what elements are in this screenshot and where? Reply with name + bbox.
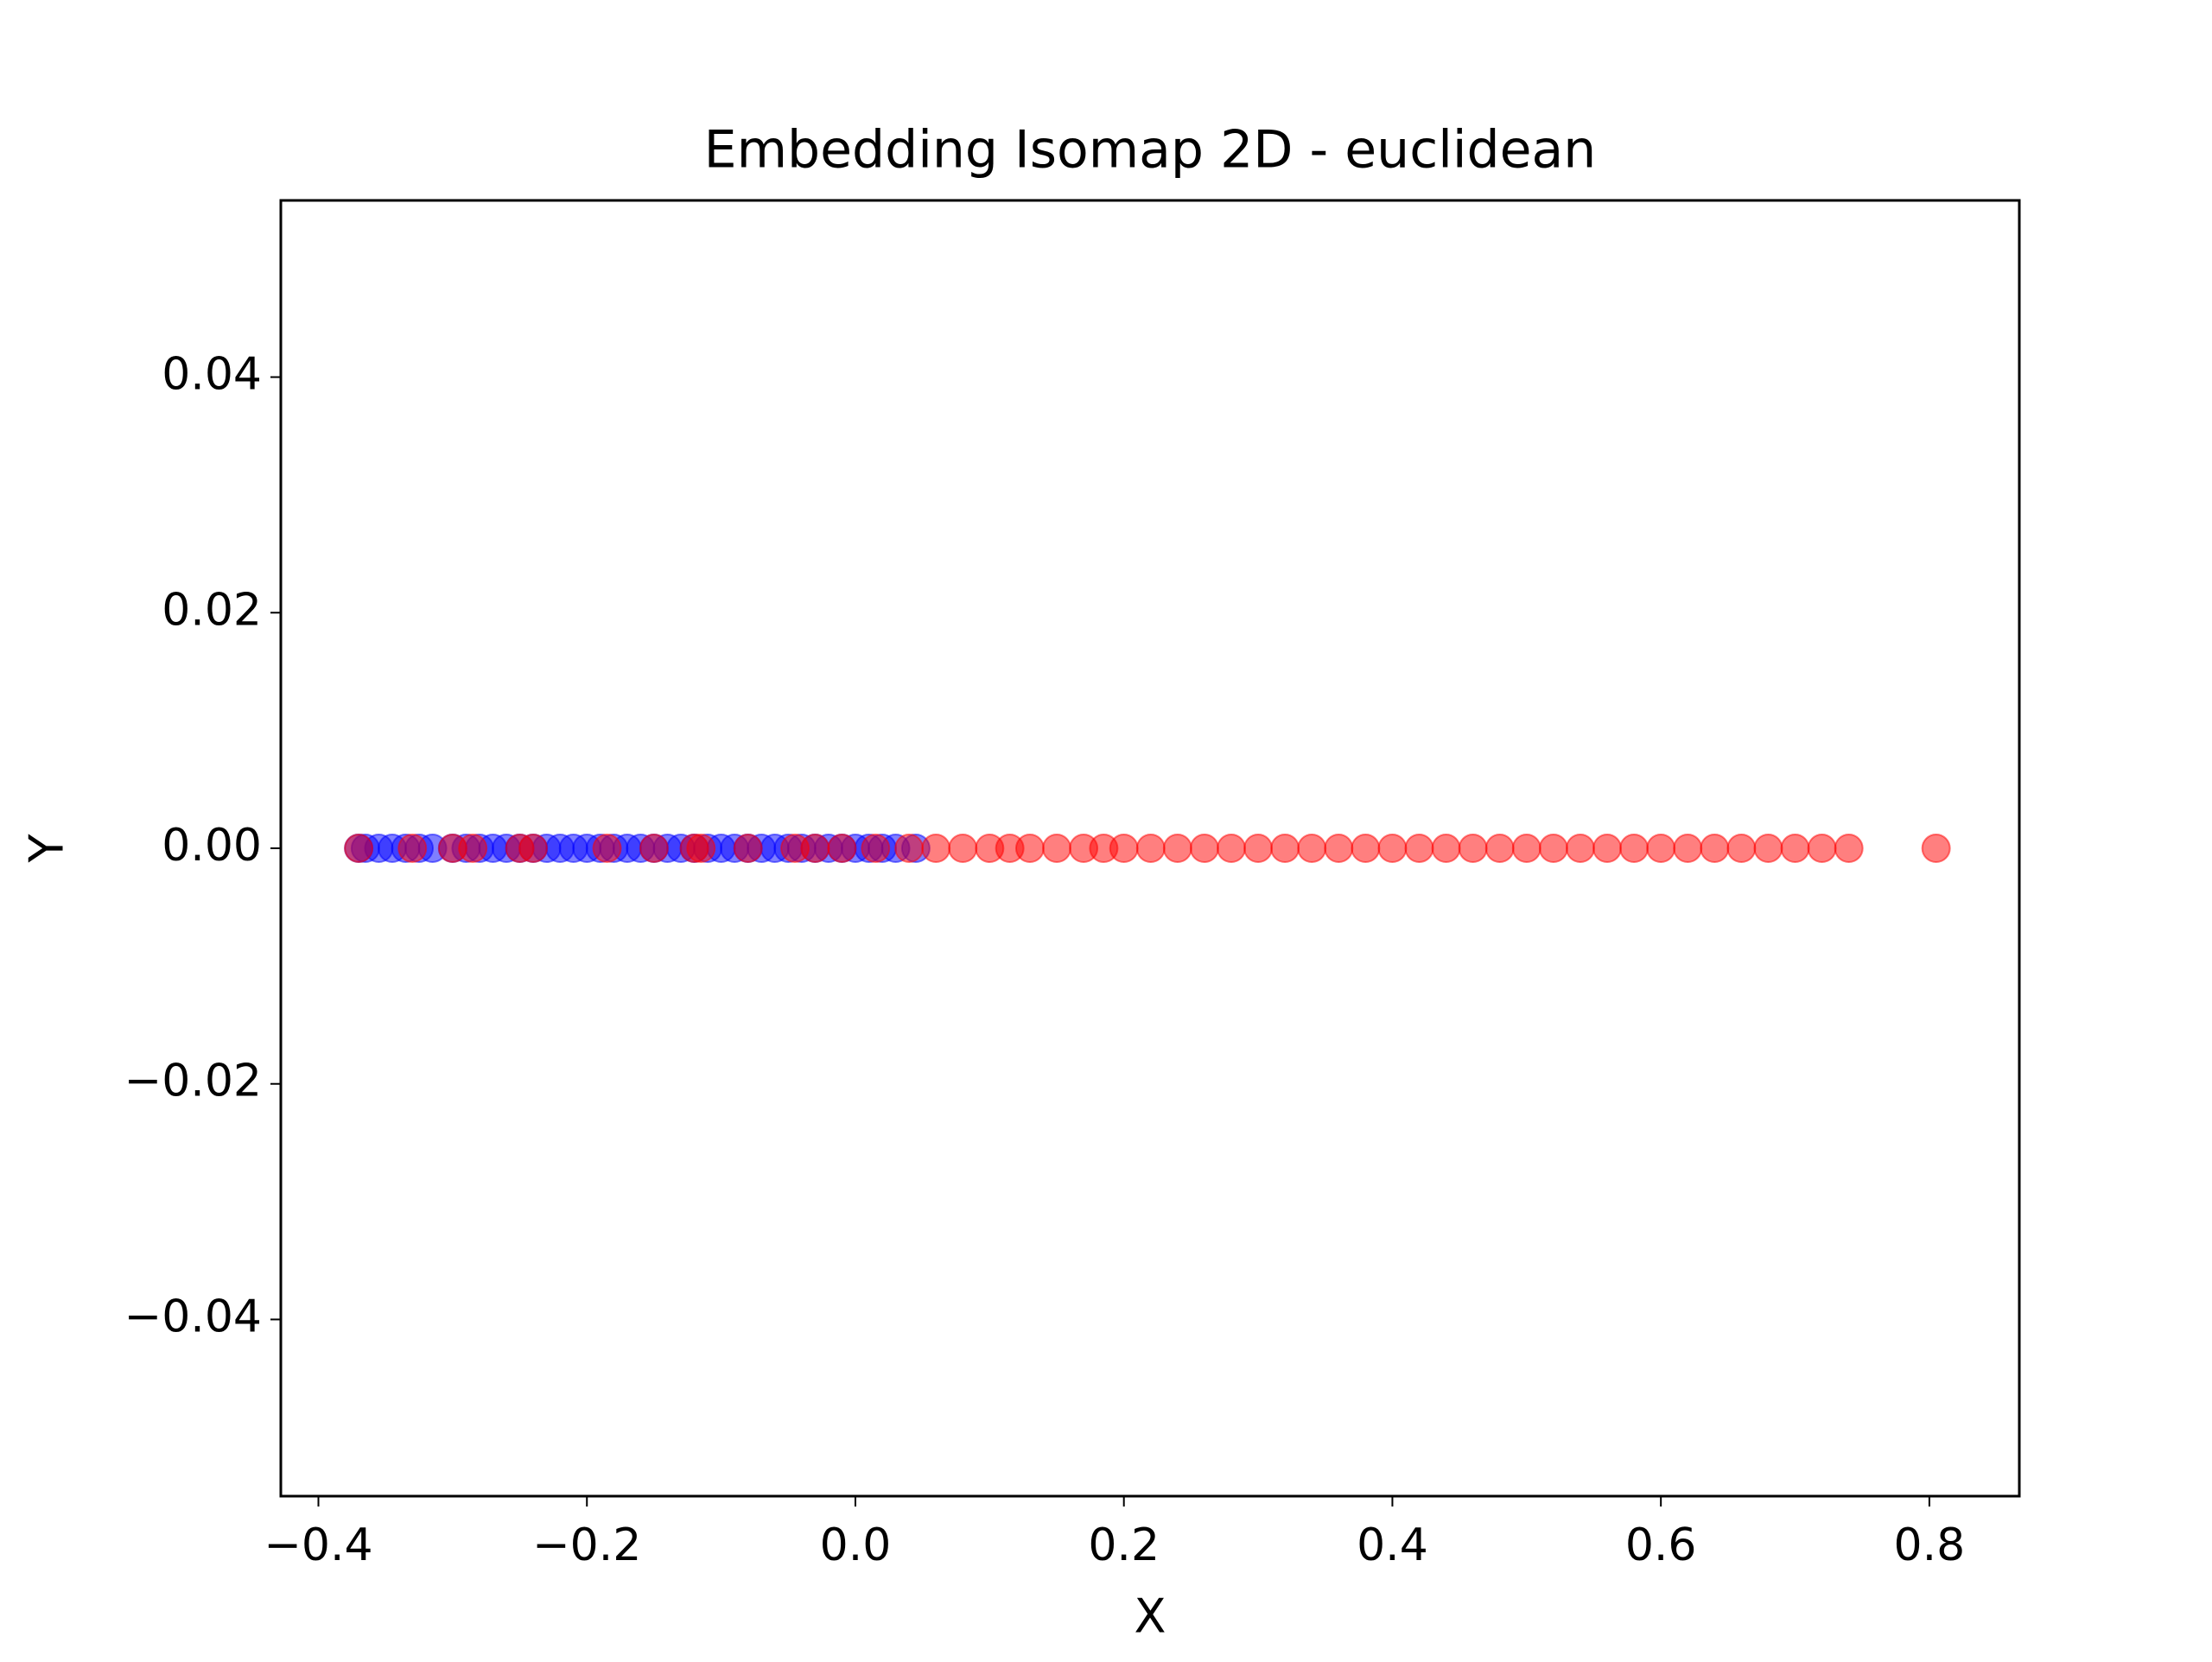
point <box>1458 834 1488 863</box>
point <box>1377 834 1408 863</box>
x-tick-label: 0.8 <box>1894 1519 1966 1571</box>
y-tick-label: −0.04 <box>124 1291 262 1342</box>
point <box>344 834 374 863</box>
point <box>1404 834 1434 863</box>
point <box>686 834 716 863</box>
point <box>894 834 925 863</box>
y-tick-label: 0.02 <box>162 584 262 636</box>
x-tick-label: 0.2 <box>1088 1519 1160 1571</box>
point <box>1807 834 1837 863</box>
point <box>827 834 857 863</box>
point <box>458 834 488 863</box>
chart-title: Embedding Isomap 2D - euclidean <box>704 120 1597 181</box>
point <box>921 834 951 863</box>
point <box>1189 834 1219 863</box>
point <box>397 834 428 863</box>
point <box>592 834 622 863</box>
point <box>1351 834 1381 863</box>
point <box>1431 834 1461 863</box>
point <box>1297 834 1327 863</box>
point <box>1834 834 1864 863</box>
point <box>800 834 830 863</box>
point <box>1511 834 1541 863</box>
plot-frame <box>279 199 2021 1498</box>
y-axis-label: Y <box>20 834 74 864</box>
point <box>1484 834 1515 863</box>
point <box>1135 834 1166 863</box>
x-tick-label: 0.6 <box>1625 1519 1697 1571</box>
point <box>1216 834 1246 863</box>
point <box>861 834 891 863</box>
y-tick-label: 0.00 <box>162 820 262 872</box>
x-tick-label: 0.4 <box>1357 1519 1428 1571</box>
point <box>1042 834 1072 863</box>
point <box>948 834 978 863</box>
x-tick-label: −0.4 <box>264 1519 372 1571</box>
point <box>1921 834 1951 863</box>
point <box>1726 834 1757 863</box>
point <box>639 834 669 863</box>
point <box>1109 834 1139 863</box>
point <box>1270 834 1300 863</box>
point <box>1243 834 1274 863</box>
point <box>1673 834 1703 863</box>
point <box>1619 834 1649 863</box>
point <box>1700 834 1730 863</box>
x-tick-label: −0.2 <box>532 1519 641 1571</box>
point <box>1753 834 1783 863</box>
point <box>1538 834 1568 863</box>
point <box>1565 834 1595 863</box>
point <box>1162 834 1192 863</box>
y-tick-label: −0.02 <box>124 1056 262 1107</box>
point <box>1780 834 1810 863</box>
point <box>1646 834 1676 863</box>
x-tick-label: 0.0 <box>820 1519 892 1571</box>
point <box>733 834 763 863</box>
point <box>518 834 549 863</box>
x-axis-label: X <box>1135 1589 1166 1644</box>
y-tick-label: 0.04 <box>162 349 262 401</box>
point <box>1324 834 1354 863</box>
point <box>1592 834 1623 863</box>
point <box>1014 834 1045 863</box>
